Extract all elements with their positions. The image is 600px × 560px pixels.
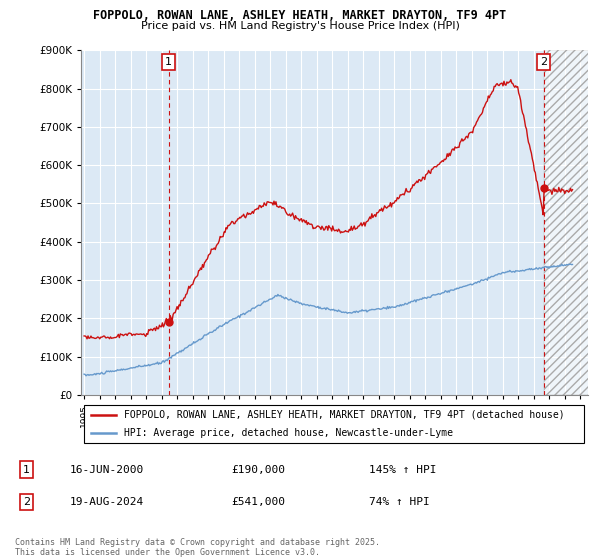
Text: Price paid vs. HM Land Registry's House Price Index (HPI): Price paid vs. HM Land Registry's House …	[140, 21, 460, 31]
Text: 16-JUN-2000: 16-JUN-2000	[70, 465, 144, 475]
Text: FOPPOLO, ROWAN LANE, ASHLEY HEATH, MARKET DRAYTON, TF9 4PT (detached house): FOPPOLO, ROWAN LANE, ASHLEY HEATH, MARKE…	[124, 410, 565, 420]
Text: £190,000: £190,000	[231, 465, 285, 475]
Bar	[544, 50, 600, 395]
Text: Contains HM Land Registry data © Crown copyright and database right 2025.
This d: Contains HM Land Registry data © Crown c…	[15, 538, 380, 557]
Text: 74% ↑ HPI: 74% ↑ HPI	[369, 497, 430, 507]
Text: 1: 1	[23, 465, 30, 475]
Text: 2: 2	[540, 57, 547, 67]
Text: 19-AUG-2024: 19-AUG-2024	[70, 497, 144, 507]
Text: 145% ↑ HPI: 145% ↑ HPI	[369, 465, 437, 475]
FancyBboxPatch shape	[83, 405, 584, 443]
Text: FOPPOLO, ROWAN LANE, ASHLEY HEATH, MARKET DRAYTON, TF9 4PT: FOPPOLO, ROWAN LANE, ASHLEY HEATH, MARKE…	[94, 9, 506, 22]
Text: 2: 2	[23, 497, 30, 507]
Text: 1: 1	[165, 57, 172, 67]
Text: HPI: Average price, detached house, Newcastle-under-Lyme: HPI: Average price, detached house, Newc…	[124, 428, 453, 438]
Bar	[544, 50, 600, 395]
Text: £541,000: £541,000	[231, 497, 285, 507]
